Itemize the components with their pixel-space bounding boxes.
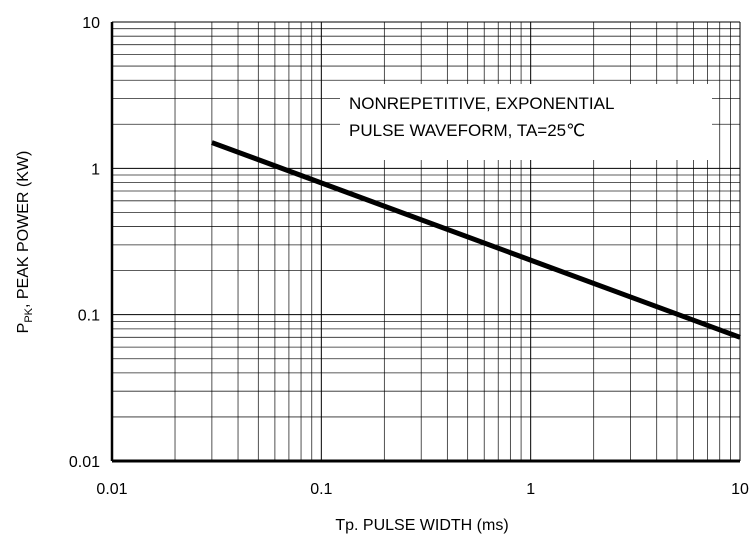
y-tick-label: 10 bbox=[82, 15, 100, 32]
annotation-box bbox=[340, 84, 712, 160]
y-axis-label-main: P bbox=[15, 323, 32, 334]
x-tick-label: 1 bbox=[526, 481, 535, 498]
y-tick-label: 0.1 bbox=[78, 308, 100, 325]
x-tick-label: 0.01 bbox=[96, 481, 127, 498]
annotation-line-1: NONREPETITIVE, EXPONENTIAL bbox=[349, 94, 614, 113]
tick-labels: 0.01 0.1 1 10 0.01 0.1 1 10 bbox=[69, 15, 749, 498]
annotation-line-2: PULSE WAVEFORM, TA=25℃ bbox=[349, 121, 585, 140]
y-axis-label-rest: , PEAK POWER (KW) bbox=[15, 151, 32, 308]
y-tick-label: 0.01 bbox=[69, 454, 100, 471]
x-tick-label: 0.1 bbox=[310, 481, 332, 498]
x-tick-label: 10 bbox=[731, 481, 749, 498]
y-axis-label-subscript: PK bbox=[23, 307, 35, 322]
axes bbox=[110, 21, 741, 463]
x-axis-label: Tp. PULSE WIDTH (ms) bbox=[335, 517, 508, 534]
series bbox=[211, 140, 741, 340]
y-tick-label: 1 bbox=[91, 161, 100, 178]
y-axis-label: PPK, PEAK POWER (KW) bbox=[15, 151, 35, 334]
peak-power-series-line bbox=[211, 140, 741, 340]
